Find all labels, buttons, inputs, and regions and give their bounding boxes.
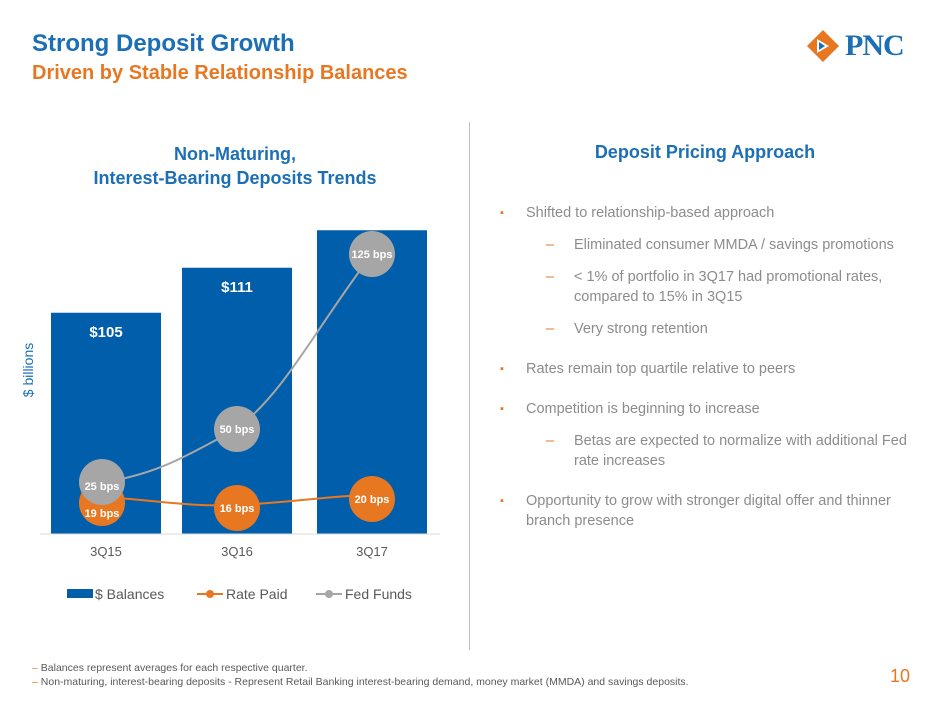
fed-funds-label-3Q15: 25 bps (85, 481, 120, 493)
fed-funds-label-3Q17: 125 bps (352, 249, 393, 261)
y-axis-label: $ billions (20, 343, 36, 397)
fed-funds-dot-3Q15 (79, 459, 125, 505)
bullet-spacer (500, 391, 910, 399)
chart-legend: $ Balances Rate Paid Fed Funds (67, 586, 412, 602)
fed-funds-dot-3Q17 (349, 231, 395, 277)
column-divider (469, 122, 470, 650)
legend-label-rate-paid: Rate Paid (226, 586, 287, 602)
bullet-item: Opportunity to grow with stronger digita… (500, 491, 910, 531)
rate-paid-dot-3Q16 (214, 485, 260, 531)
chart-title-line-1: Non-Maturing, (174, 144, 296, 164)
pnc-logo: PNC (805, 28, 915, 64)
legend-marker-rate-paid (206, 590, 214, 598)
footnotes: Balances represent averages for each res… (32, 661, 689, 689)
rate-paid-label-3Q16: 16 bps (220, 503, 255, 515)
bullet-spacer (500, 351, 910, 359)
rate-paid-dot-3Q17 (349, 476, 395, 522)
page-subtitle: Driven by Stable Relationship Balances (32, 62, 408, 84)
bullet-list: Shifted to relationship-based approach El… (500, 203, 910, 543)
legend-swatch-balances (67, 589, 93, 598)
fed-funds-label-3Q16: 50 bps (220, 424, 255, 436)
sub-bullet-item: Very strong retention (500, 319, 910, 339)
sub-bullet-item: Betas are expected to normalize with add… (500, 431, 910, 471)
chart-title-line-2: Interest-Bearing Deposits Trends (93, 168, 377, 188)
chart-title: Non-Maturing, Interest-Bearing Deposits … (40, 142, 430, 190)
sub-bullet-item: Eliminated consumer MMDA / savings promo… (500, 235, 910, 255)
x-tick-3Q17: 3Q17 (356, 544, 388, 559)
ticks-layer: 3Q15 3Q16 3Q17 (90, 544, 388, 559)
bullet-item: Competition is beginning to increase (500, 399, 910, 419)
page-number: 10 (890, 666, 911, 686)
x-tick-3Q16: 3Q16 (221, 544, 253, 559)
bullet-item: Rates remain top quartile relative to pe… (500, 359, 910, 379)
footnote-2: Non-maturing, interest-bearing deposits … (32, 675, 689, 689)
x-tick-3Q15: 3Q15 (90, 544, 122, 559)
rate-paid-label-3Q15: 19 bps (85, 508, 120, 520)
page-title: Strong Deposit Growth (32, 30, 295, 57)
legend-label-balances: $ Balances (95, 586, 164, 602)
pnc-logo-icon (807, 30, 839, 62)
bullet-item: Shifted to relationship-based approach (500, 203, 910, 223)
logo-text: PNC (845, 29, 905, 62)
bullet-spacer (500, 483, 910, 491)
legend-label-fed-funds: Fed Funds (345, 586, 412, 602)
dots-layer: 19 bps 16 bps 20 bps 25 bps 50 bps 125 bps (79, 231, 395, 531)
fed-funds-dot-3Q16 (214, 406, 260, 452)
bar-label-3Q15: $105 (89, 324, 122, 341)
rate-paid-label-3Q17: 20 bps (355, 494, 390, 506)
bar-label-3Q16: $111 (221, 279, 253, 296)
footnote-1: Balances represent averages for each res… (32, 661, 689, 675)
right-panel-title: Deposit Pricing Approach (594, 142, 816, 162)
sub-bullet-item: < 1% of portfolio in 3Q17 had promotiona… (500, 267, 910, 307)
legend-marker-fed-funds (325, 590, 333, 598)
